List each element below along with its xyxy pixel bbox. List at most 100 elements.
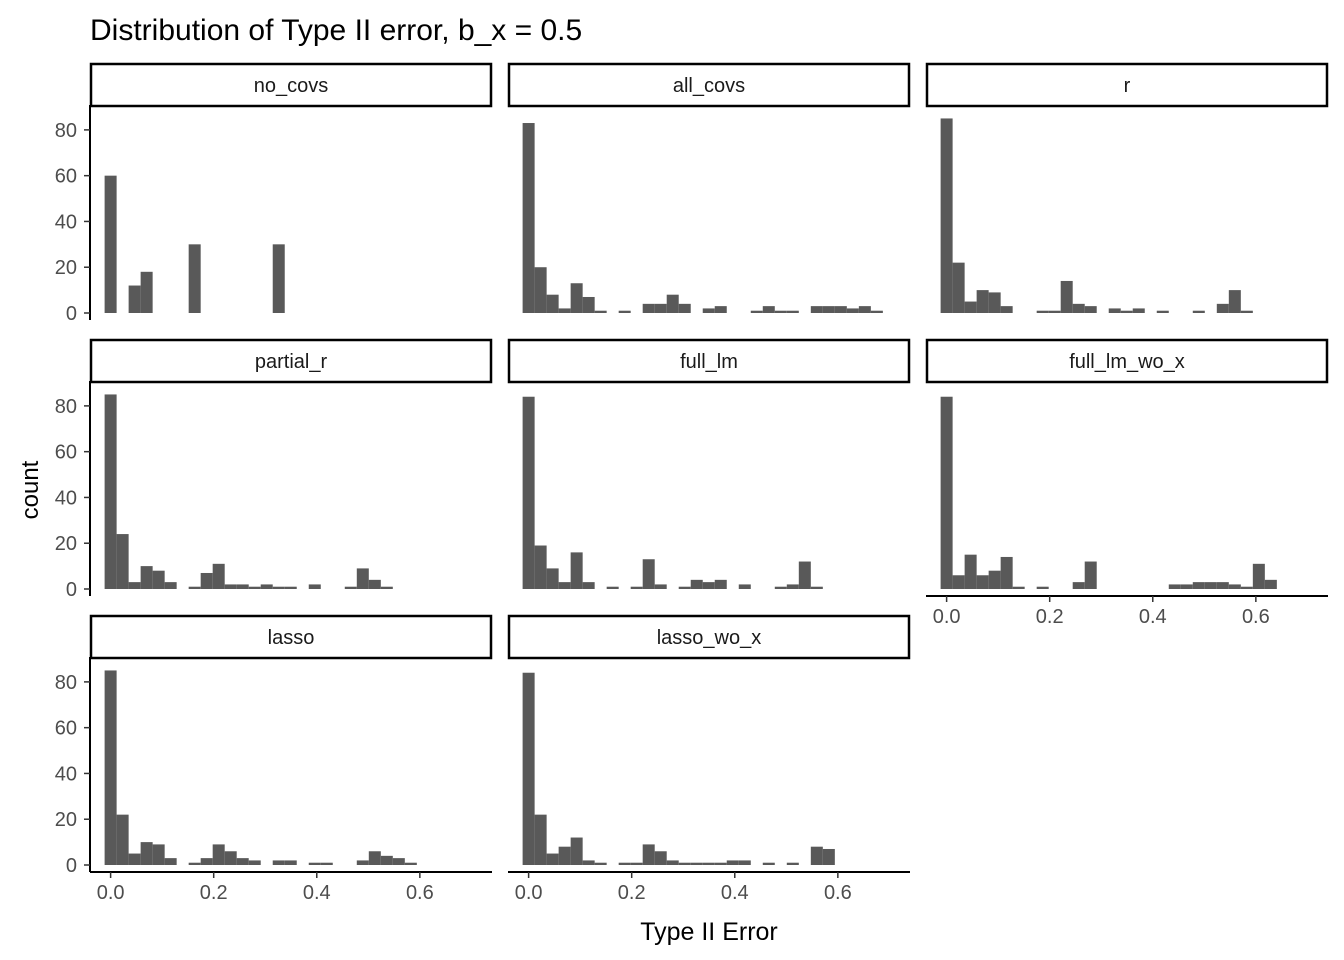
histogram-bar xyxy=(846,308,859,313)
histogram-bar xyxy=(1072,303,1085,313)
x-tick-label: 0.2 xyxy=(200,882,228,904)
y-tick-label: 60 xyxy=(55,166,77,188)
y-tick-label: 20 xyxy=(55,809,77,831)
histogram-bar xyxy=(1180,584,1193,589)
histogram-bar xyxy=(810,586,823,589)
facet-panel-r: r xyxy=(925,62,1329,313)
y-tick-label: 80 xyxy=(55,120,77,142)
facet-strip xyxy=(507,614,911,660)
histogram-bar xyxy=(1072,582,1085,589)
x-tick-label: 0.6 xyxy=(824,882,852,904)
histogram-bar xyxy=(726,860,739,865)
histogram-bar xyxy=(1228,290,1241,313)
histogram-bar xyxy=(140,271,153,313)
histogram-bar xyxy=(750,310,763,313)
histogram-bar xyxy=(546,294,559,313)
histogram-bar xyxy=(116,534,129,589)
histogram-bar xyxy=(558,308,571,313)
facet-panel-partial_r: partial_r 0 20 40 60 80 xyxy=(55,338,493,601)
histogram-bar xyxy=(272,244,285,313)
histogram-bar xyxy=(534,267,547,313)
histogram-bar xyxy=(1084,561,1097,589)
facet-strip xyxy=(925,62,1329,108)
histogram-bar xyxy=(522,123,535,314)
histogram-bar xyxy=(368,851,381,865)
histogram-bar xyxy=(798,561,811,589)
histogram-bar xyxy=(810,306,823,313)
histogram-bar xyxy=(570,552,583,589)
histogram-bar xyxy=(1132,308,1145,313)
y-tick-label: 0 xyxy=(66,855,77,877)
histogram-bar xyxy=(976,290,989,313)
y-axis-label: count xyxy=(17,460,44,519)
histogram-bar xyxy=(618,310,631,313)
histogram-bar xyxy=(224,584,237,589)
facet-strip xyxy=(89,62,493,108)
histogram-bar xyxy=(822,306,835,313)
histogram-bar xyxy=(1240,586,1253,589)
histogram-bar xyxy=(212,563,225,589)
x-tick-label: 0.4 xyxy=(1139,606,1167,628)
histogram-bar xyxy=(952,575,965,589)
histogram-bar xyxy=(582,296,595,313)
histogram-bar xyxy=(690,862,703,865)
facet-grid: no_covs 0 20 40 60 80 all_covs r partial_r 0 20 40 6… xyxy=(55,62,1329,904)
histogram-bar xyxy=(104,175,117,313)
y-tick-label: 80 xyxy=(55,396,77,418)
histogram-bar xyxy=(786,862,799,865)
facet-panel-all_covs: all_covs xyxy=(507,62,911,314)
histogram-bar xyxy=(678,303,691,313)
facet-panel-full_lm_wo_x: full_lm_wo_x 0.0 0.2 0.4 0.6 xyxy=(925,338,1329,628)
x-tick-label: 0.6 xyxy=(406,882,434,904)
histogram-bar xyxy=(1216,582,1229,589)
histogram-bar xyxy=(1204,582,1217,589)
histogram-bar xyxy=(642,303,655,313)
histogram-bar xyxy=(522,672,535,865)
facet-panel-lasso_wo_x: lasso_wo_x 0.0 0.2 0.4 0.6 xyxy=(507,614,911,904)
histogram-bar xyxy=(546,568,559,589)
y-tick-label: 0 xyxy=(66,303,77,325)
x-tick-label: 0.2 xyxy=(1036,606,1064,628)
histogram-bar xyxy=(630,586,643,589)
histogram-bar xyxy=(260,584,273,589)
histogram-bar xyxy=(522,396,535,589)
histogram-bar xyxy=(1084,306,1097,313)
x-tick-label: 0.0 xyxy=(933,606,961,628)
facet-strip xyxy=(925,338,1329,384)
histogram-bar xyxy=(1264,579,1277,589)
histogram-bar xyxy=(128,853,141,865)
x-tick-label: 0.0 xyxy=(515,882,543,904)
histogram-bar xyxy=(786,310,799,313)
histogram-bar xyxy=(678,586,691,589)
histogram-bar xyxy=(1252,563,1265,589)
histogram-bar xyxy=(964,301,977,313)
histogram-bar xyxy=(1036,310,1049,313)
x-tick-label: 0.6 xyxy=(1242,606,1270,628)
histogram-bar xyxy=(738,584,751,589)
histogram-bar xyxy=(356,568,369,589)
histogram-bar xyxy=(248,586,261,589)
histogram-bar xyxy=(320,862,333,865)
histogram-bar xyxy=(738,860,751,865)
histogram-bar xyxy=(558,846,571,865)
histogram-bar xyxy=(1108,308,1121,313)
histogram-bar xyxy=(558,582,571,589)
histogram-bar xyxy=(380,855,393,865)
histogram-bar xyxy=(272,586,285,589)
histogram-bar xyxy=(116,814,129,865)
histogram-bar xyxy=(344,586,357,589)
histogram-bar xyxy=(952,262,965,313)
y-tick-label: 20 xyxy=(55,257,77,279)
histogram-bar xyxy=(870,310,883,313)
facet-strip-label: lasso_wo_x xyxy=(657,627,762,649)
histogram-bar xyxy=(642,844,655,865)
histogram-bar xyxy=(858,306,871,313)
y-tick-label: 20 xyxy=(55,533,77,555)
histogram-bar xyxy=(188,586,201,589)
histogram-bar xyxy=(988,292,1001,313)
histogram-bar xyxy=(690,579,703,589)
facet-strip-label: no_covs xyxy=(254,75,329,97)
histogram-bar xyxy=(834,306,847,313)
y-tick-label: 60 xyxy=(55,442,77,464)
